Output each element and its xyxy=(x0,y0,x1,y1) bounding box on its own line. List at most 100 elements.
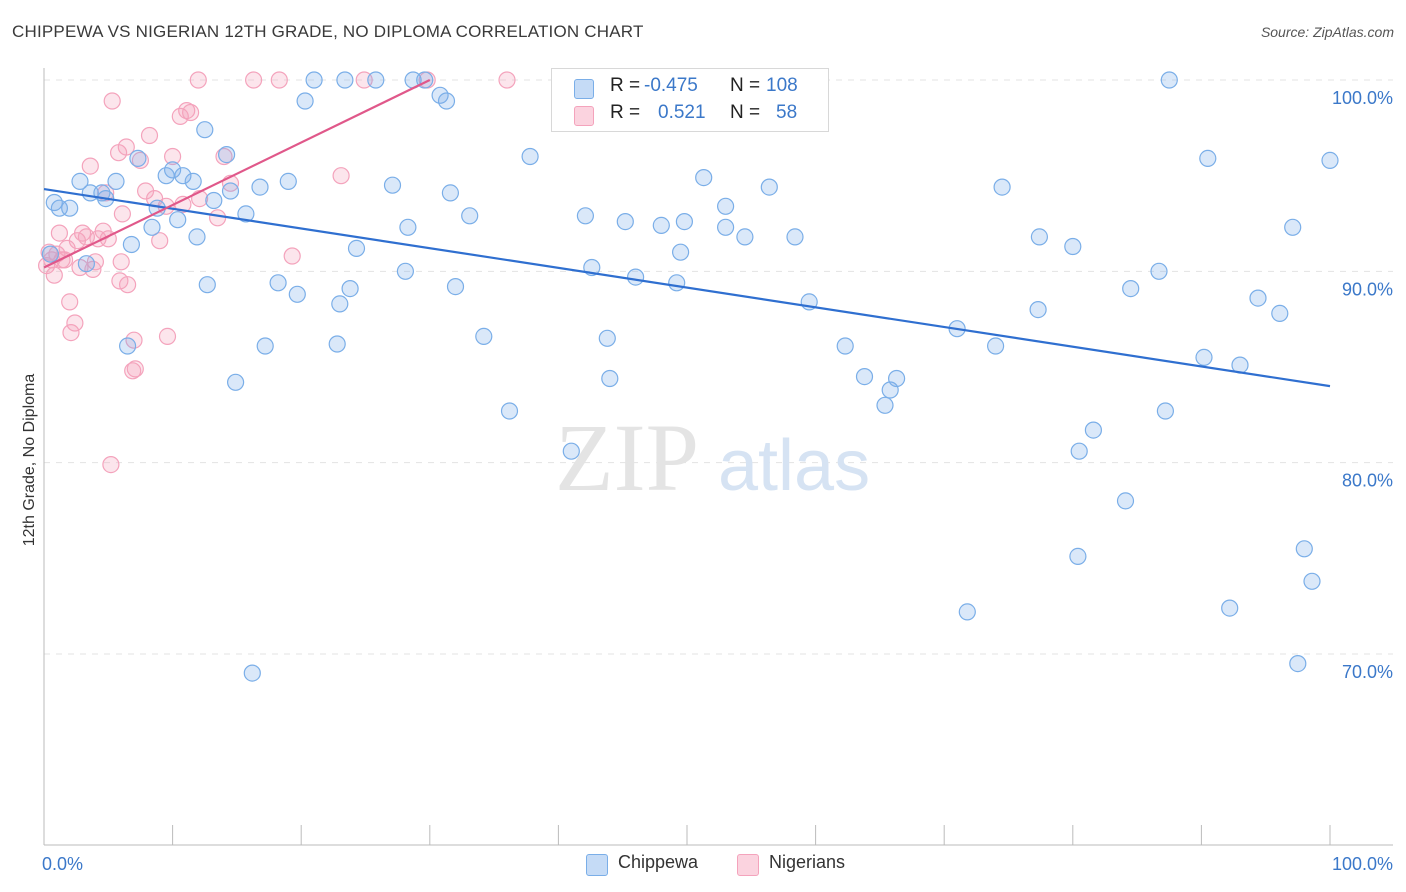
data-point xyxy=(237,205,255,223)
data-point xyxy=(41,245,60,263)
data-point xyxy=(383,176,402,194)
data-point xyxy=(671,243,690,261)
data-point xyxy=(184,172,202,190)
data-point xyxy=(270,71,288,89)
data-point xyxy=(836,337,854,355)
data-point xyxy=(328,335,346,353)
data-point xyxy=(1249,289,1267,307)
data-point xyxy=(66,314,84,332)
legend-r-value: 0.521 xyxy=(658,102,706,123)
data-point xyxy=(986,337,1005,355)
y-tick-label: 100.0% xyxy=(1332,88,1393,108)
legend-n-value: 58 xyxy=(776,102,798,123)
data-point xyxy=(243,664,261,682)
data-point xyxy=(461,207,479,225)
trend-line-nigerians xyxy=(43,79,431,269)
data-point xyxy=(716,197,735,215)
data-point xyxy=(1069,547,1087,566)
data-point xyxy=(1070,442,1088,460)
data-point xyxy=(1150,262,1168,280)
x-tick-label: 100.0% xyxy=(1332,854,1393,874)
data-point xyxy=(1116,492,1135,510)
data-point xyxy=(876,396,894,414)
data-point xyxy=(164,161,182,179)
data-point xyxy=(189,71,207,89)
data-point xyxy=(1199,149,1217,167)
data-point xyxy=(1122,280,1140,298)
data-point xyxy=(305,71,323,89)
data-point xyxy=(736,228,754,246)
data-point xyxy=(77,255,96,273)
data-point xyxy=(1064,237,1082,256)
legend-swatch-nigerians xyxy=(574,106,594,126)
data-point xyxy=(716,218,735,236)
data-point xyxy=(437,92,456,110)
legend-n-label: N = xyxy=(730,102,761,123)
data-point xyxy=(1030,228,1049,246)
data-point xyxy=(296,92,314,110)
y-tick-label: 80.0% xyxy=(1342,471,1393,491)
data-point xyxy=(399,218,417,236)
chart-title: CHIPPEWA VS NIGERIAN 12TH GRADE, NO DIPL… xyxy=(12,22,644,41)
data-point xyxy=(256,337,274,355)
data-point xyxy=(124,362,142,380)
gridlines xyxy=(44,79,1393,655)
data-point xyxy=(1289,654,1307,673)
data-point xyxy=(668,274,686,292)
legend-r-label: R = xyxy=(610,75,641,96)
data-point xyxy=(215,147,233,166)
data-point xyxy=(269,274,287,292)
legend-row-nigerians: R = 0.521 N = 58 xyxy=(552,101,828,127)
data-point xyxy=(251,178,269,196)
data-point xyxy=(367,71,385,89)
legend-r-label: R = xyxy=(610,102,641,123)
data-point xyxy=(45,266,63,284)
data-point xyxy=(61,293,79,311)
data-point xyxy=(760,178,778,196)
watermark: ZIP atlas xyxy=(555,404,870,511)
trend-lines xyxy=(43,79,1331,388)
data-point xyxy=(126,360,144,378)
data-point xyxy=(221,182,240,200)
tick-labels: 70.0% 80.0% 90.0% 100.0% 0.0% 100.0% xyxy=(42,88,1393,874)
data-point xyxy=(1160,71,1178,89)
data-point xyxy=(112,253,130,271)
y-tick-label: 70.0% xyxy=(1342,662,1393,682)
data-point xyxy=(50,224,69,242)
data-point xyxy=(336,71,354,89)
data-point xyxy=(61,199,79,217)
data-point xyxy=(125,331,143,349)
data-point xyxy=(245,71,263,89)
data-point xyxy=(151,232,169,250)
data-point xyxy=(675,213,694,231)
bottom-legend-label: Nigerians xyxy=(769,852,846,872)
data-point xyxy=(103,92,121,110)
data-point xyxy=(117,138,135,156)
data-point xyxy=(1084,421,1103,439)
data-point xyxy=(347,239,366,257)
data-point xyxy=(500,402,519,420)
data-point xyxy=(1221,599,1239,617)
legend-n-label: N = xyxy=(730,75,761,96)
bottom-legend-swatch-nigerians xyxy=(737,854,759,876)
data-point xyxy=(171,107,189,126)
data-point xyxy=(1195,348,1213,366)
data-point xyxy=(598,329,616,347)
data-point xyxy=(887,369,906,388)
data-point xyxy=(475,327,493,345)
data-point xyxy=(118,276,137,294)
watermark-zip: ZIP xyxy=(555,404,699,511)
data-point xyxy=(227,373,245,391)
data-point xyxy=(188,228,206,246)
legend-swatch-chippewa xyxy=(574,79,594,99)
legend-n-value: 108 xyxy=(766,75,798,96)
data-point xyxy=(1156,402,1175,420)
data-point xyxy=(695,169,713,187)
data-point xyxy=(107,172,125,190)
data-point xyxy=(626,268,645,286)
source-label: Source: ZipAtlas.com xyxy=(1260,24,1394,40)
data-point xyxy=(601,369,619,388)
data-point xyxy=(81,157,99,175)
data-point xyxy=(113,205,132,223)
